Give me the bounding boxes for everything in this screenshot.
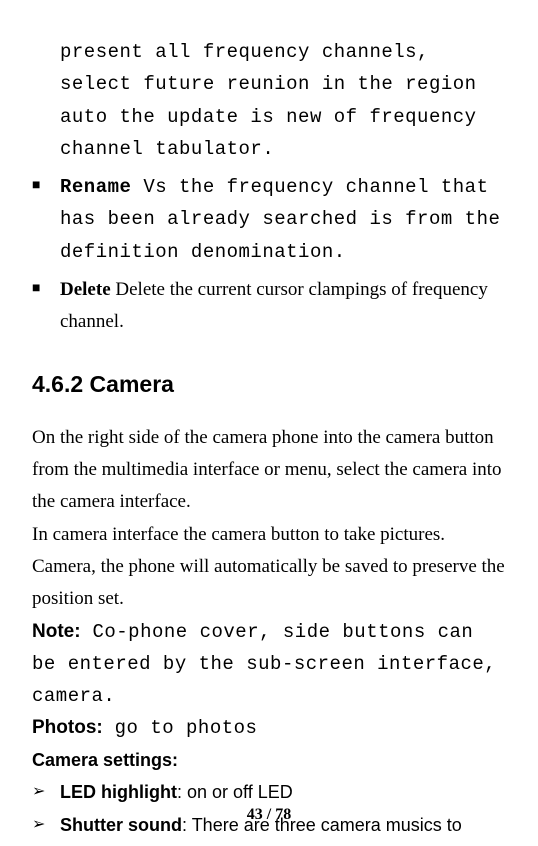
bullet-gap [131,176,143,198]
note-text: Co-phone cover, side buttons can be ente… [32,621,496,708]
arrow-text: on or off LED [187,782,293,802]
photos-line: Photos: go to photos [32,712,506,744]
paragraph: In camera interface the camera button to… [32,519,506,551]
arrow-label: LED highlight [60,782,177,802]
note-label: Note: [32,621,81,642]
bullet-label: Delete [60,279,111,300]
bullet-label: Rename [60,176,131,198]
bullet-content: Delete Delete the current cursor clampin… [60,274,506,339]
continuation-text: present all frequency channels, select f… [60,36,506,165]
photos-label: Photos: [32,717,103,738]
photos-text: go to photos [103,717,258,739]
page-number: 43 / 78 [0,801,538,828]
square-bullet-icon: ■ [32,171,60,268]
bullet-delete: ■ Delete Delete the current cursor clamp… [32,274,506,339]
note-line: Note: Co-phone cover, side buttons can b… [32,616,506,713]
camera-settings-label: Camera settings: [32,745,506,776]
bullet-rename: ■ Rename Vs the frequency channel that h… [32,171,506,268]
square-bullet-icon: ■ [32,274,60,339]
bullet-text: Delete the current cursor clampings of f… [60,279,488,332]
bullet-content: Rename Vs the frequency channel that has… [60,171,506,268]
arrow-sep: : [177,782,187,802]
paragraph: Camera, the phone will automatically be … [32,551,506,616]
section-heading: 4.6.2 Camera [32,365,506,404]
paragraph: On the right side of the camera phone in… [32,422,506,519]
